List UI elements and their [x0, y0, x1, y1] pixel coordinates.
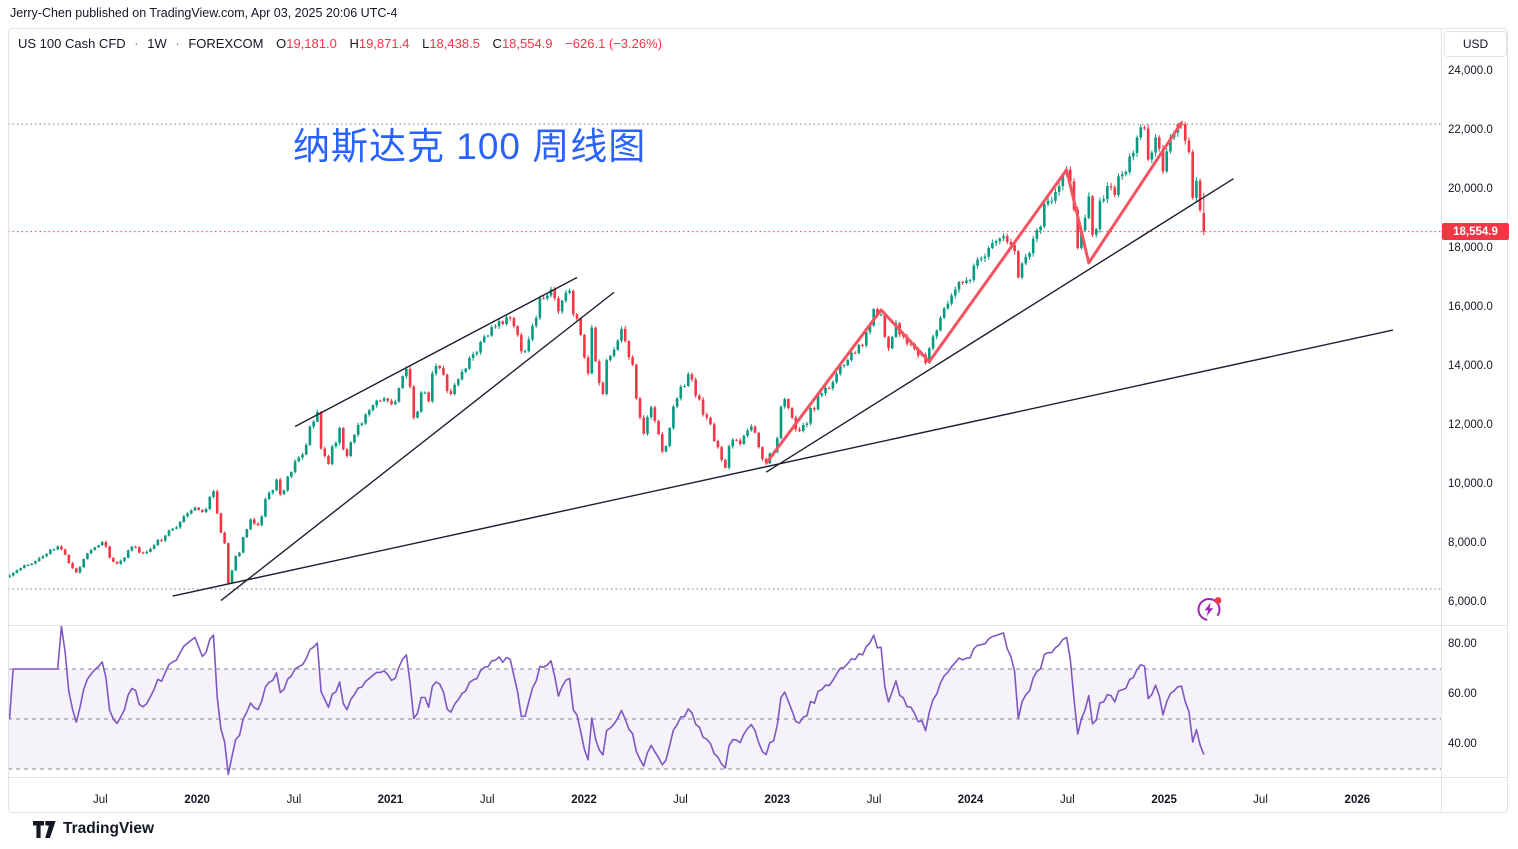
high-value: 19,871.4 [358, 36, 410, 51]
price-axis-label: 24,000.0 [1448, 65, 1493, 77]
trendlines-layer[interactable] [172, 178, 1394, 602]
price-axis-label: 8,000.0 [1448, 537, 1487, 549]
time-axis-label: Jul [479, 794, 495, 806]
rsi-axis-label: 80.00 [1448, 638, 1477, 650]
close-label: C [492, 36, 502, 51]
pane-separator[interactable] [8, 625, 1508, 626]
price-axis-label: 6,000.0 [1448, 596, 1487, 608]
open-value: 19,181.0 [286, 36, 337, 51]
currency-button[interactable]: USD [1444, 31, 1507, 57]
low-value: 18,438.5 [429, 36, 480, 51]
symbol-legend[interactable]: US 100 Cash CFD · 1W · FOREXCOM O19,181.… [18, 36, 662, 51]
time-axis-label: 2026 [1344, 794, 1371, 806]
price-axis-label: 22,000.0 [1448, 124, 1493, 136]
trendline[interactable] [765, 178, 1234, 473]
price-axis-label: 20,000.0 [1448, 183, 1493, 195]
tradingview-logo-text: TradingView [63, 820, 155, 837]
price-axis-label: 14,000.0 [1448, 360, 1493, 372]
time-axis-label: Jul [673, 794, 688, 806]
flash-circle [1197, 598, 1221, 621]
attribution-text: Jerry-Chen published on TradingView.com,… [10, 6, 398, 20]
price-axis-label: 18,000.0 [1448, 242, 1493, 254]
time-axis-label: 2020 [184, 794, 210, 806]
time-axis-label: Jul [1059, 794, 1075, 806]
widget-frame [8, 28, 1508, 813]
price-axis-label: 10,000.0 [1448, 478, 1493, 490]
price-levels-layer [9, 123, 1441, 590]
time-axis-separator [8, 777, 1508, 778]
tradingview-logo-icon [33, 820, 56, 838]
flash-icon[interactable] [1194, 593, 1226, 625]
tradingview-logo[interactable]: TradingView [33, 820, 154, 838]
price-axis-label: 16,000.0 [1448, 301, 1493, 313]
rsi-line [9, 626, 1205, 776]
change-value: −626.1 (−3.26%) [565, 36, 663, 51]
rsi-axis-label: 60.00 [1448, 688, 1477, 700]
trendline[interactable] [172, 329, 1394, 597]
time-axis-label: 2024 [957, 794, 984, 806]
notification-dot [1214, 597, 1222, 604]
time-axis-label: 2023 [764, 794, 791, 806]
time-axis-label: Jul [1253, 794, 1268, 806]
close-value: 18,554.9 [501, 36, 553, 51]
high-label: H [349, 36, 359, 51]
time-axis-label: Jul [866, 794, 882, 806]
candles-layer [9, 121, 1206, 585]
legend-separator: · [175, 36, 180, 51]
time-axis-label: 2022 [571, 794, 597, 806]
chart-annotation-title[interactable]: 纳斯达克 100 周线图 [293, 126, 647, 167]
trendline[interactable] [294, 276, 578, 428]
low-label: L [422, 36, 430, 51]
open-label: O [276, 36, 287, 51]
rsi-band-layer [9, 668, 1441, 770]
flash-icon-svg [1197, 597, 1222, 621]
price-scale-separator [1441, 28, 1442, 813]
lightning-bolt-icon [1204, 602, 1214, 617]
trendline[interactable] [220, 291, 615, 602]
time-axis-label: Jul [93, 794, 108, 806]
exchange-label: FOREXCOM [188, 36, 264, 51]
price-axis-label: 12,000.0 [1448, 419, 1493, 431]
interval-label: 1W [147, 36, 167, 51]
last-price-label: 18,554.9 [1442, 223, 1509, 241]
symbol-name: US 100 Cash CFD [18, 36, 126, 51]
time-axis-label: 2021 [377, 794, 404, 806]
time-axis-label: 2025 [1151, 794, 1177, 806]
time-axis-label: Jul [286, 794, 302, 806]
legend-separator: · [134, 36, 139, 51]
rsi-axis-label: 40.00 [1448, 738, 1477, 750]
impulse-wave-drawing[interactable] [764, 120, 1183, 465]
